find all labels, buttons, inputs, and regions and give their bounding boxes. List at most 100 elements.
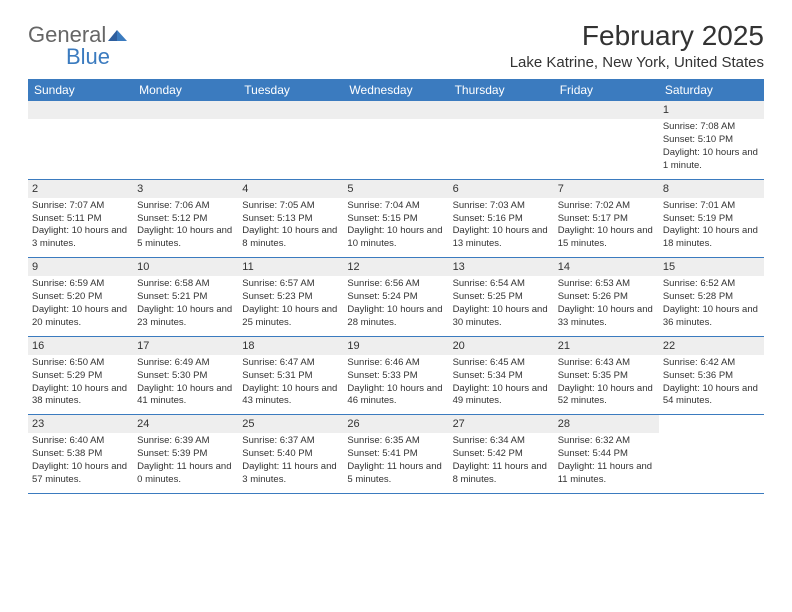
day-details: Sunrise: 7:05 AMSunset: 5:13 PMDaylight:… — [242, 200, 339, 251]
daylight-text: Daylight: 10 hours and 46 minutes. — [347, 383, 444, 409]
weeks-container: 1Sunrise: 7:08 AMSunset: 5:10 PMDaylight… — [28, 101, 764, 494]
weekday-header: Friday — [554, 79, 659, 101]
day-cell: 14 Sunrise: 6:53 AMSunset: 5:26 PMDayligh… — [554, 258, 659, 336]
daylight-text: Daylight: 10 hours and 49 minutes. — [453, 383, 550, 409]
day-cell: 27Sunrise: 6:34 AMSunset: 5:42 PMDayligh… — [449, 415, 554, 493]
week-row: 23Sunrise: 6:40 AMSunset: 5:38 PMDayligh… — [28, 415, 764, 494]
logo-icon — [108, 24, 128, 46]
daylight-text: Daylight: 10 hours and 54 minutes. — [663, 383, 760, 409]
week-row: 16 Sunrise: 6:50 AMSunset: 5:29 PM Dayligh… — [28, 337, 764, 416]
calendar: SundayMondayTuesdayWednesdayThursdayFrid… — [28, 79, 764, 494]
day-number: 4 — [238, 180, 343, 198]
day-cell: 20 Sunrise: 6:45 AMSunset: 5:34 PMDayligh… — [449, 337, 554, 415]
day-number: 14 — [554, 258, 659, 276]
day-details: Sunrise: 6:59 AMSunset: 5:20 PMDaylight:… — [32, 278, 129, 329]
day-details: Sunrise: 6:49 AMSunset: 5:30 PMDaylight:… — [137, 357, 234, 408]
day-cell: 13Sunrise: 6:54 AMSunset: 5:25 PMDayligh… — [449, 258, 554, 336]
sunset-text: Sunset: 5:15 PM — [347, 213, 444, 226]
day-cell — [238, 101, 343, 179]
sunset-text: Sunset: 5:33 PM — [347, 370, 444, 383]
day-number: 17 — [133, 337, 238, 355]
day-cell: 12Sunrise: 6:56 AMSunset: 5:24 PMDayligh… — [343, 258, 448, 336]
sunrise-text: Sunrise: 7:07 AM — [32, 200, 129, 213]
sunset-text: Sunset: 5:26 PM — [558, 291, 655, 304]
day-details: Sunrise: 6:53 AMSunset: 5:26 PMDaylight:… — [558, 278, 655, 329]
daylight-text: Daylight: 10 hours and 36 minutes. — [663, 304, 760, 330]
empty-day-strip — [28, 101, 133, 119]
sunset-text: Sunset: 5:28 PM — [663, 291, 760, 304]
daylight-text: Daylight: 10 hours and 23 minutes. — [137, 304, 234, 330]
day-details: Sunrise: 7:02 AMSunset: 5:17 PMDaylight:… — [558, 200, 655, 251]
sunrise-text: Sunrise: 6:52 AM — [663, 278, 760, 291]
day-number: 8 — [659, 180, 764, 198]
sunset-text: Sunset: 5:10 PM — [663, 134, 760, 147]
day-details: Sunrise: 6:32 AMSunset: 5:44 PMDaylight:… — [558, 435, 655, 486]
logo-text-1: General — [28, 24, 106, 46]
empty-day-strip — [133, 101, 238, 119]
day-number: 11 — [238, 258, 343, 276]
sunrise-text: Sunrise: 6:32 AM — [558, 435, 655, 448]
weekday-header: Thursday — [449, 79, 554, 101]
daylight-text: Daylight: 10 hours and 3 minutes. — [32, 225, 129, 251]
weekday-header-row: SundayMondayTuesdayWednesdayThursdayFrid… — [28, 79, 764, 101]
sunrise-text: Sunrise: 6:50 AM — [32, 357, 129, 370]
day-cell — [449, 101, 554, 179]
sunset-text: Sunset: 5:13 PM — [242, 213, 339, 226]
week-row: 2Sunrise: 7:07 AMSunset: 5:11 PMDaylight… — [28, 180, 764, 259]
day-cell: 7Sunrise: 7:02 AMSunset: 5:17 PMDaylight… — [554, 180, 659, 258]
sunset-text: Sunset: 5:23 PM — [242, 291, 339, 304]
day-details: Sunrise: 6:57 AMSunset: 5:23 PMDaylight:… — [242, 278, 339, 329]
daylight-text: Daylight: 11 hours and 11 minutes. — [558, 461, 655, 487]
sunset-text: Sunset: 5:17 PM — [558, 213, 655, 226]
sunrise-text: Sunrise: 6:57 AM — [242, 278, 339, 291]
day-cell: 25Sunrise: 6:37 AMSunset: 5:40 PMDayligh… — [238, 415, 343, 493]
sunset-text: Sunset: 5:29 PM — [32, 370, 129, 383]
day-details: Sunrise: 6:42 AMSunset: 5:36 PMDaylight:… — [663, 357, 760, 408]
daylight-text: Daylight: 10 hours and 41 minutes. — [137, 383, 234, 409]
sunset-text: Sunset: 5:12 PM — [137, 213, 234, 226]
day-cell: 6Sunrise: 7:03 AMSunset: 5:16 PMDaylight… — [449, 180, 554, 258]
daylight-text: Daylight: 10 hours and 25 minutes. — [242, 304, 339, 330]
day-number: 9 — [28, 258, 133, 276]
header: GeneralBlue February 2025 Lake Katrine, … — [28, 20, 764, 71]
sunrise-text: Sunrise: 7:05 AM — [242, 200, 339, 213]
day-details: Sunrise: 6:37 AMSunset: 5:40 PMDaylight:… — [242, 435, 339, 486]
day-number: 20 — [449, 337, 554, 355]
day-details: Sunrise: 7:03 AMSunset: 5:16 PMDaylight:… — [453, 200, 550, 251]
sunrise-text: Sunrise: 6:54 AM — [453, 278, 550, 291]
day-details: Sunrise: 6:43 AMSunset: 5:35 PMDaylight:… — [558, 357, 655, 408]
day-cell: 22Sunrise: 6:42 AMSunset: 5:36 PMDayligh… — [659, 337, 764, 415]
day-number: 3 — [133, 180, 238, 198]
logo: GeneralBlue — [28, 20, 128, 68]
day-cell: 3Sunrise: 7:06 AMSunset: 5:12 PMDaylight… — [133, 180, 238, 258]
day-cell: 1Sunrise: 7:08 AMSunset: 5:10 PMDaylight… — [659, 101, 764, 179]
weekday-header: Tuesday — [238, 79, 343, 101]
daylight-text: Daylight: 11 hours and 5 minutes. — [347, 461, 444, 487]
day-details: Sunrise: 6:40 AMSunset: 5:38 PMDaylight:… — [32, 435, 129, 486]
day-details: Sunrise: 7:08 AMSunset: 5:10 PMDaylight:… — [663, 121, 760, 172]
sunrise-text: Sunrise: 6:47 AM — [242, 357, 339, 370]
day-cell: 11 Sunrise: 6:57 AMSunset: 5:23 PMDayligh… — [238, 258, 343, 336]
day-number: 19 — [343, 337, 448, 355]
weekday-header: Sunday — [28, 79, 133, 101]
sunrise-text: Sunrise: 7:08 AM — [663, 121, 760, 134]
day-number: 12 — [343, 258, 448, 276]
daylight-text: Daylight: 10 hours and 28 minutes. — [347, 304, 444, 330]
daylight-text: Daylight: 10 hours and 13 minutes. — [453, 225, 550, 251]
day-number: 16 — [28, 337, 133, 355]
day-number: 5 — [343, 180, 448, 198]
daylight-text: Daylight: 10 hours and 10 minutes. — [347, 225, 444, 251]
day-details: Sunrise: 7:01 AMSunset: 5:19 PMDaylight:… — [663, 200, 760, 251]
day-details: Sunrise: 6:45 AMSunset: 5:34 PMDaylight:… — [453, 357, 550, 408]
day-number: 13 — [449, 258, 554, 276]
sunrise-text: Sunrise: 6:49 AM — [137, 357, 234, 370]
day-cell: 8 Sunrise: 7:01 AMSunset: 5:19 PMDaylight… — [659, 180, 764, 258]
daylight-text: Daylight: 10 hours and 8 minutes. — [242, 225, 339, 251]
daylight-text: Daylight: 10 hours and 30 minutes. — [453, 304, 550, 330]
sunrise-text: Sunrise: 6:35 AM — [347, 435, 444, 448]
empty-day-strip — [554, 101, 659, 119]
weekday-header: Saturday — [659, 79, 764, 101]
sunset-text: Sunset: 5:31 PM — [242, 370, 339, 383]
day-cell: 10Sunrise: 6:58 AMSunset: 5:21 PMDayligh… — [133, 258, 238, 336]
day-details: Sunrise: 6:52 AMSunset: 5:28 PMDaylight:… — [663, 278, 760, 329]
